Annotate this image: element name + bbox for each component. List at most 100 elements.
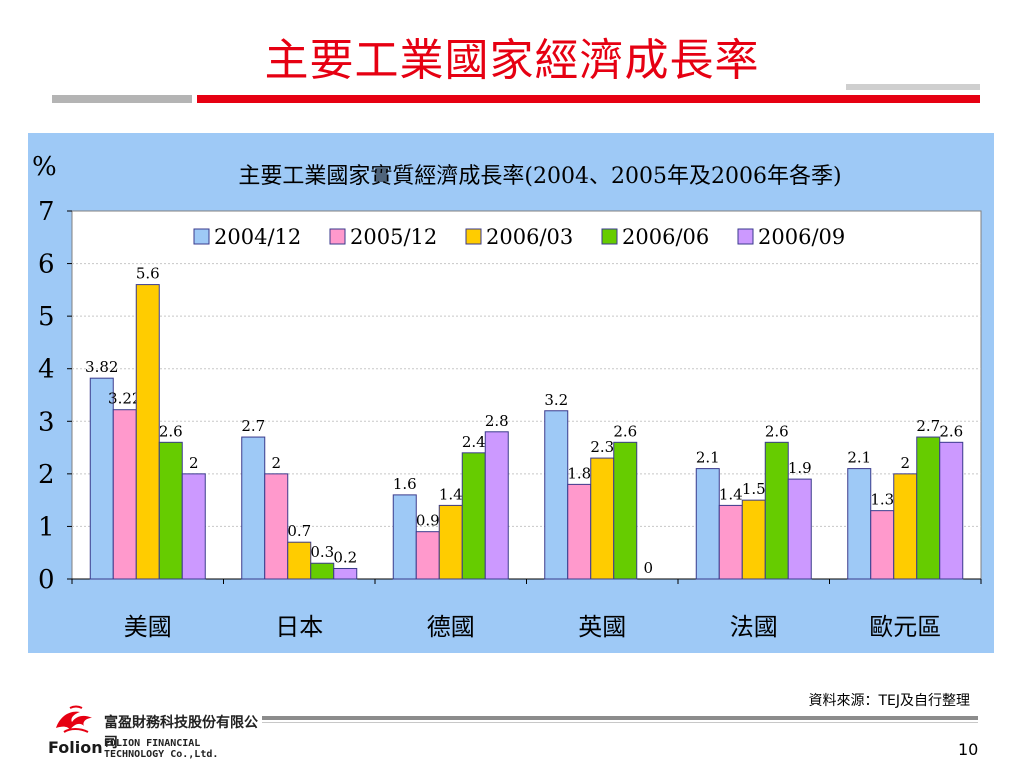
bar bbox=[764, 441, 789, 580]
x-tick-label: 英國 bbox=[578, 613, 626, 641]
legend-swatch bbox=[465, 228, 482, 245]
data-label: 1.5 bbox=[742, 480, 766, 498]
x-tick-label: 歐元區 bbox=[869, 613, 941, 641]
y-tick-label: 7 bbox=[38, 197, 55, 227]
folion-logo-icon bbox=[56, 705, 92, 733]
legend-swatch bbox=[329, 228, 346, 245]
bar bbox=[567, 483, 592, 580]
legend-label: 2005/12 bbox=[350, 225, 437, 249]
footer-divider bbox=[262, 716, 978, 720]
bar bbox=[847, 468, 872, 580]
title-underline-gray-right bbox=[846, 84, 980, 90]
bar bbox=[287, 541, 312, 580]
data-label: 0.7 bbox=[287, 522, 311, 540]
bar bbox=[718, 504, 743, 580]
bar bbox=[392, 494, 417, 580]
y-tick-label: 5 bbox=[38, 302, 55, 332]
data-label: 2 bbox=[900, 454, 910, 472]
bar bbox=[544, 410, 569, 580]
bar bbox=[741, 499, 766, 580]
source-note: 資料來源：TEJ及自行整理 bbox=[808, 693, 970, 709]
y-tick-label: 3 bbox=[38, 407, 55, 437]
bar bbox=[415, 531, 440, 580]
y-tick-label: 1 bbox=[38, 512, 55, 542]
legend-label: 2006/06 bbox=[622, 225, 709, 249]
page-number: 10 bbox=[958, 740, 979, 759]
data-label: 2.3 bbox=[590, 438, 614, 456]
data-label: 2.4 bbox=[462, 433, 486, 451]
legend-label: 2006/09 bbox=[758, 225, 845, 249]
y-axis-label: % bbox=[32, 152, 57, 182]
data-label: 2.8 bbox=[485, 412, 509, 430]
company-name-zh: 富盈財務科技股份有限公司 bbox=[104, 715, 258, 751]
bar bbox=[893, 473, 918, 580]
company-name-en: FOLION FINANCIAL TECHNOLOGY Co.,Ltd. bbox=[104, 738, 219, 760]
bar bbox=[438, 504, 463, 580]
bar bbox=[241, 436, 266, 580]
plot-area bbox=[71, 210, 982, 580]
data-label: 0.9 bbox=[416, 512, 440, 530]
legend-swatch bbox=[601, 228, 618, 245]
data-label: 2.1 bbox=[847, 449, 871, 467]
bar bbox=[787, 478, 812, 580]
bar bbox=[590, 457, 615, 580]
data-label: 1.8 bbox=[567, 464, 591, 482]
data-label: 1.4 bbox=[439, 485, 463, 503]
bar bbox=[310, 562, 335, 580]
bar bbox=[112, 409, 137, 580]
x-tick-label: 德國 bbox=[427, 613, 475, 641]
legend-swatch bbox=[193, 228, 210, 245]
y-tick-label: 0 bbox=[38, 565, 55, 595]
data-label: 2 bbox=[271, 454, 281, 472]
bar bbox=[695, 468, 720, 580]
data-label: 0 bbox=[643, 559, 653, 577]
bar bbox=[333, 567, 358, 580]
logo-text: Folion bbox=[48, 738, 103, 757]
bar bbox=[939, 441, 964, 580]
bar bbox=[916, 436, 941, 580]
footer-divider-thin bbox=[262, 722, 978, 723]
x-tick-label: 日本 bbox=[275, 613, 323, 641]
x-tick-label: 法國 bbox=[730, 613, 778, 641]
data-label: 2.1 bbox=[696, 449, 720, 467]
data-label: 1.4 bbox=[719, 485, 743, 503]
data-label: 2.7 bbox=[241, 417, 265, 435]
data-label: 3.22 bbox=[108, 390, 141, 408]
chart: 0 1 2 3 4 5 6 7% 主要工業國家實質經濟成長率(2004、2005年及2006年各… bbox=[32, 152, 982, 641]
data-label: 2.6 bbox=[939, 422, 963, 440]
y-tick-label: 4 bbox=[38, 355, 55, 385]
data-label: 1.9 bbox=[788, 459, 812, 477]
bar bbox=[484, 431, 509, 580]
bar bbox=[158, 441, 183, 580]
data-label: 3.82 bbox=[85, 358, 118, 376]
bar bbox=[870, 510, 895, 580]
data-label: 2.7 bbox=[916, 417, 940, 435]
title-underline-red bbox=[197, 95, 980, 103]
data-label: 0.2 bbox=[333, 548, 357, 566]
data-label: 1.3 bbox=[870, 491, 894, 509]
company-logo: Folion 富盈財務科技股份有限公司 FOLION FINANCIAL TEC… bbox=[46, 702, 266, 760]
legend-swatch bbox=[737, 228, 754, 245]
slide-title: 主要工業國家經濟成長率 bbox=[264, 35, 760, 86]
legend-label: 2006/03 bbox=[486, 225, 573, 249]
data-label: 0.3 bbox=[310, 543, 334, 561]
bar bbox=[264, 473, 289, 580]
data-label: 2.6 bbox=[765, 422, 789, 440]
bar bbox=[461, 452, 486, 580]
data-label: 5.6 bbox=[136, 265, 160, 283]
bar bbox=[613, 441, 638, 580]
bar bbox=[181, 473, 206, 580]
x-tick-label: 美國 bbox=[124, 613, 172, 641]
title-underline-gray bbox=[52, 95, 192, 103]
chart-title: 主要工業國家實質經濟成長率(2004、2005年及2006年各季) bbox=[238, 164, 841, 189]
y-tick-label: 2 bbox=[38, 460, 55, 490]
legend-label: 2004/12 bbox=[214, 225, 301, 249]
data-label: 3.2 bbox=[544, 391, 568, 409]
y-tick-label: 6 bbox=[38, 250, 55, 280]
bar bbox=[135, 284, 160, 580]
data-label: 2.6 bbox=[159, 422, 183, 440]
data-label: 2 bbox=[189, 454, 199, 472]
data-label: 1.6 bbox=[393, 475, 417, 493]
bar bbox=[89, 377, 114, 580]
data-label: 2.6 bbox=[613, 422, 637, 440]
